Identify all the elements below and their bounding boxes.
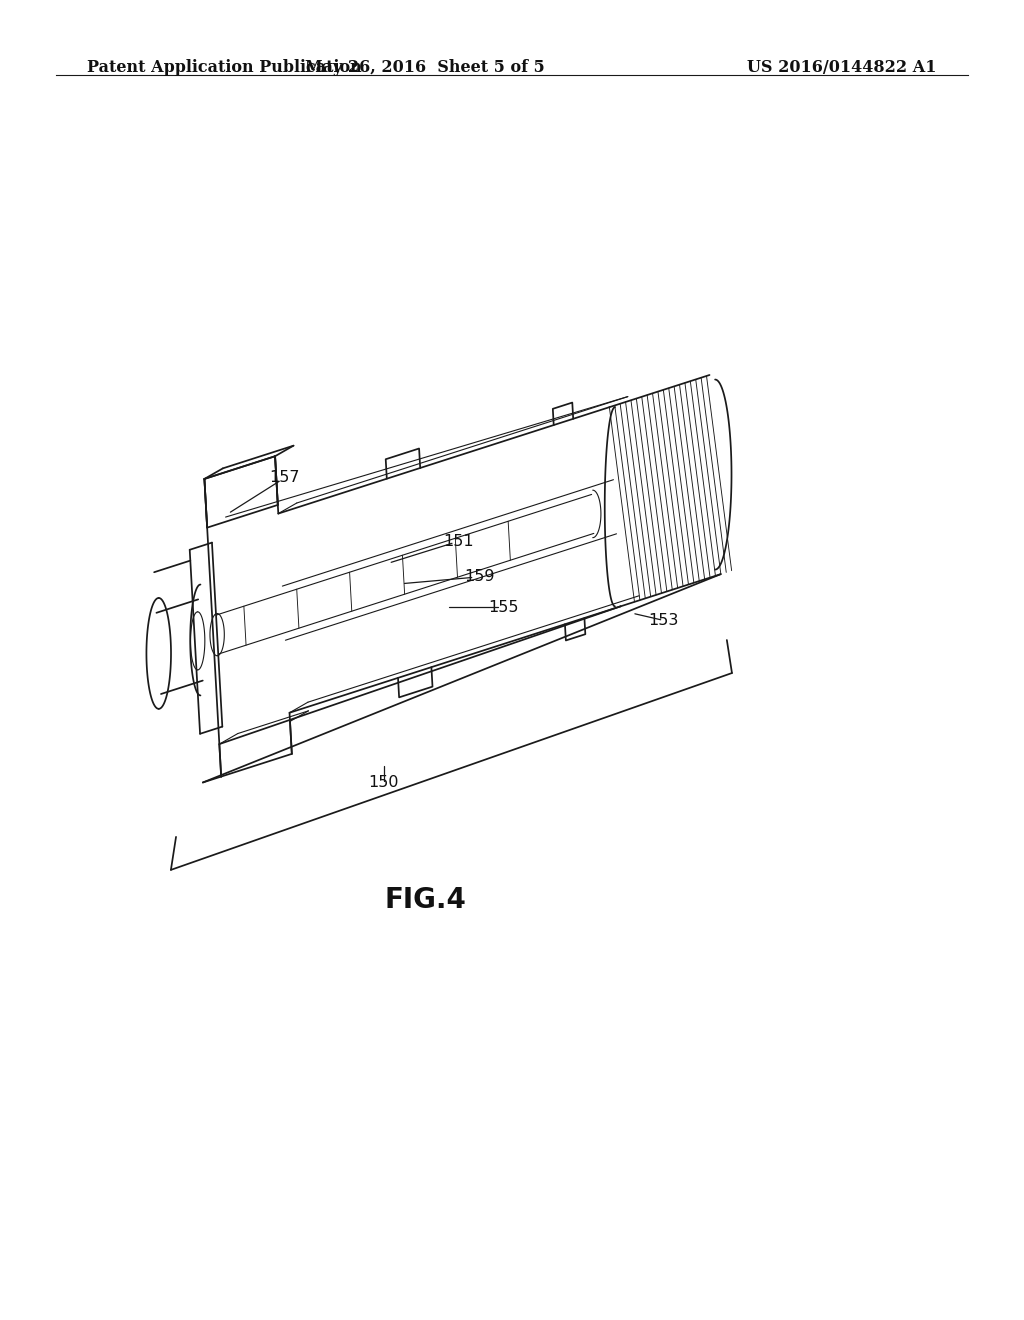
- Text: FIG.4: FIG.4: [384, 886, 466, 915]
- Text: May 26, 2016  Sheet 5 of 5: May 26, 2016 Sheet 5 of 5: [305, 58, 545, 75]
- Text: 151: 151: [443, 533, 474, 549]
- Text: 157: 157: [269, 470, 300, 486]
- Text: 155: 155: [488, 599, 519, 615]
- Text: 153: 153: [648, 612, 679, 628]
- Text: US 2016/0144822 A1: US 2016/0144822 A1: [748, 58, 937, 75]
- Text: 159: 159: [464, 569, 495, 585]
- Text: 150: 150: [369, 775, 399, 791]
- Text: Patent Application Publication: Patent Application Publication: [87, 58, 361, 75]
